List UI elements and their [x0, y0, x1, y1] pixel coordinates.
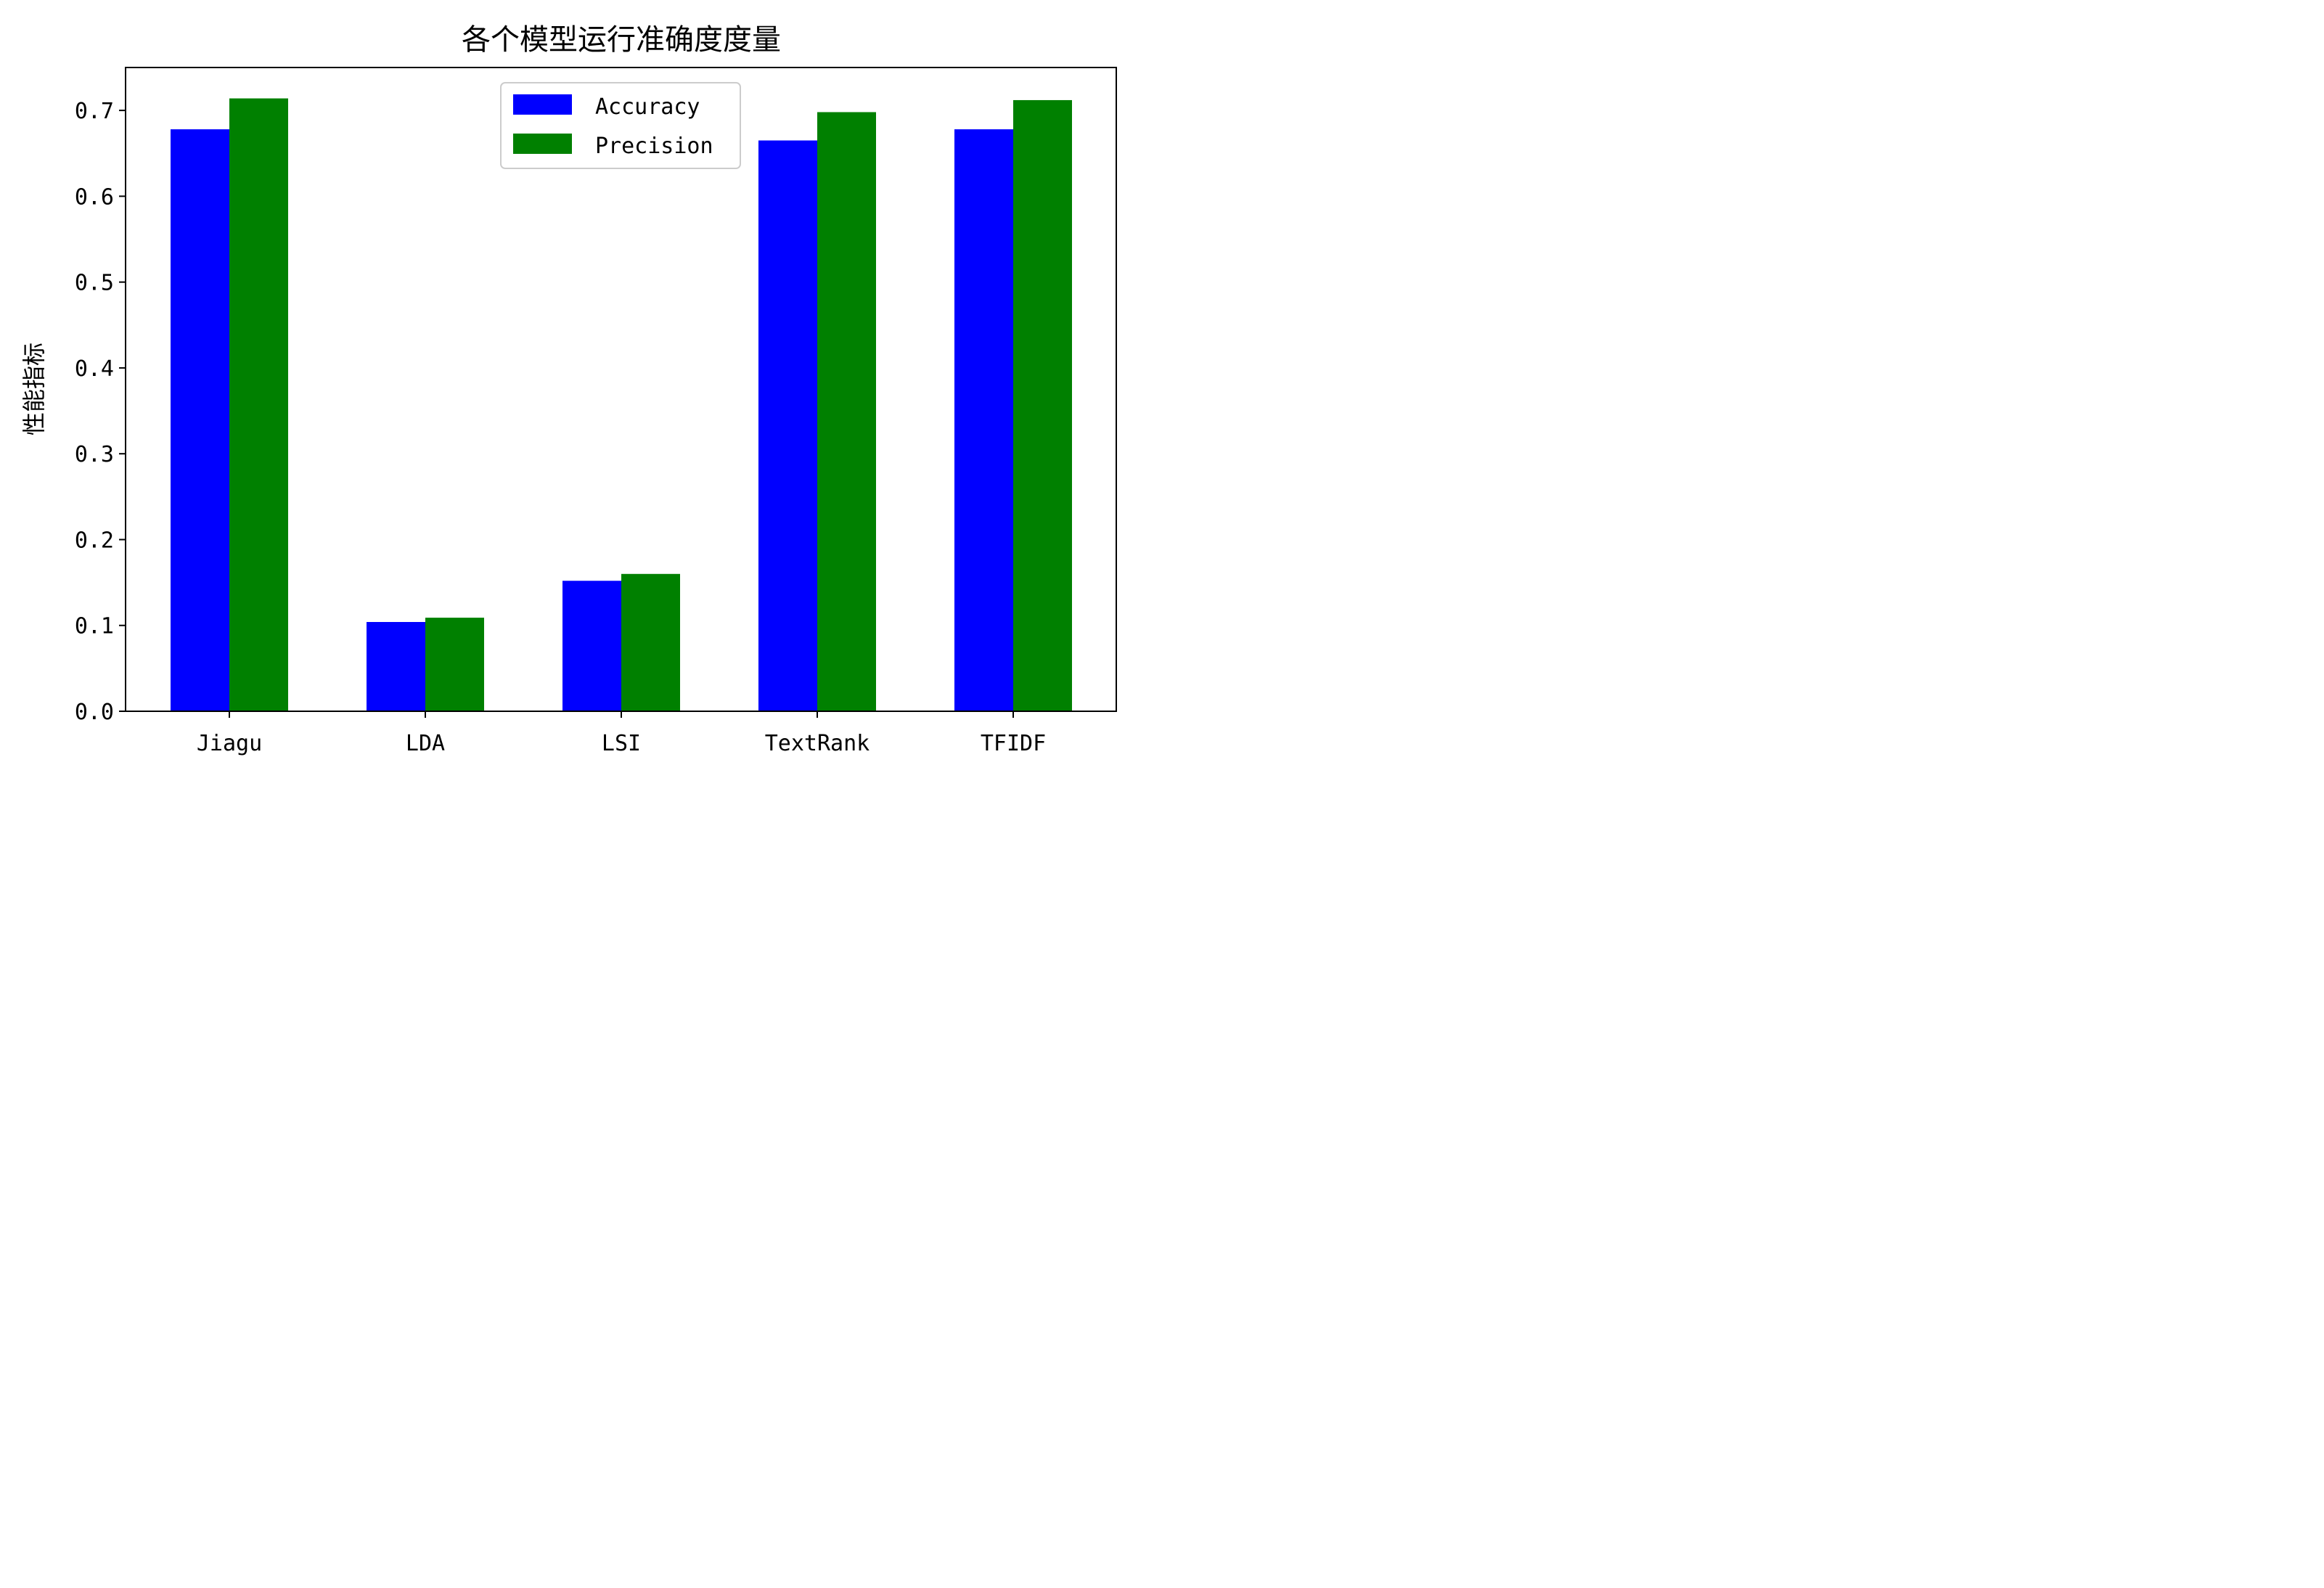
y-tick-label: 0.4: [75, 356, 114, 382]
y-tick-label: 0.0: [75, 700, 114, 725]
legend: Accuracy Precision: [500, 82, 741, 169]
x-tick-label-lsi: LSI: [602, 731, 641, 756]
y-tick-label: 0.1: [75, 614, 114, 639]
legend-swatch-precision: [513, 134, 572, 154]
chart-title: 各个模型运行准确度度量: [462, 23, 781, 57]
y-axis-label: 性能指标: [20, 343, 48, 435]
bar-accuracy-jiagu: [171, 129, 229, 712]
x-tick-label-jiagu: Jiagu: [197, 731, 262, 756]
legend-swatch-accuracy: [513, 94, 572, 115]
bar-precision-lsi: [621, 573, 680, 711]
bar-precision-lda: [425, 618, 484, 711]
bar-accuracy-textrank: [758, 140, 817, 711]
bar-precision-jiagu: [229, 98, 288, 712]
x-tick-label-lda: LDA: [406, 731, 445, 756]
bar-accuracy-lda: [367, 622, 425, 711]
x-axis: Jiagu LDA LSI TextRank TFIDF: [197, 711, 1046, 756]
legend-label-precision: Precision: [595, 134, 713, 159]
bar-accuracy-lsi: [562, 581, 621, 711]
y-tick-label: 0.6: [75, 184, 114, 210]
y-tick-label: 0.3: [75, 442, 114, 467]
y-tick-label: 0.2: [75, 528, 114, 553]
y-axis: 0.0 0.1 0.2 0.3 0.4 0.5 0.6 0.7: [75, 99, 126, 725]
y-tick-label: 0.5: [75, 271, 114, 296]
chart: 各个模型运行准确度度量 性能指标 0.00.10.20.30.40.50.60.…: [20, 23, 1117, 756]
bars-group: [171, 98, 1072, 712]
x-tick-label-tfidf: TFIDF: [981, 731, 1046, 756]
bar-precision-textrank: [817, 112, 876, 712]
legend-label-accuracy: Accuracy: [595, 94, 700, 120]
bar-precision-tfidf: [1013, 99, 1072, 711]
bar-accuracy-tfidf: [954, 129, 1013, 712]
y-tick-label: 0.7: [75, 99, 114, 124]
plot-frame: [125, 67, 1117, 712]
x-tick-label-textrank: TextRank: [765, 731, 870, 756]
